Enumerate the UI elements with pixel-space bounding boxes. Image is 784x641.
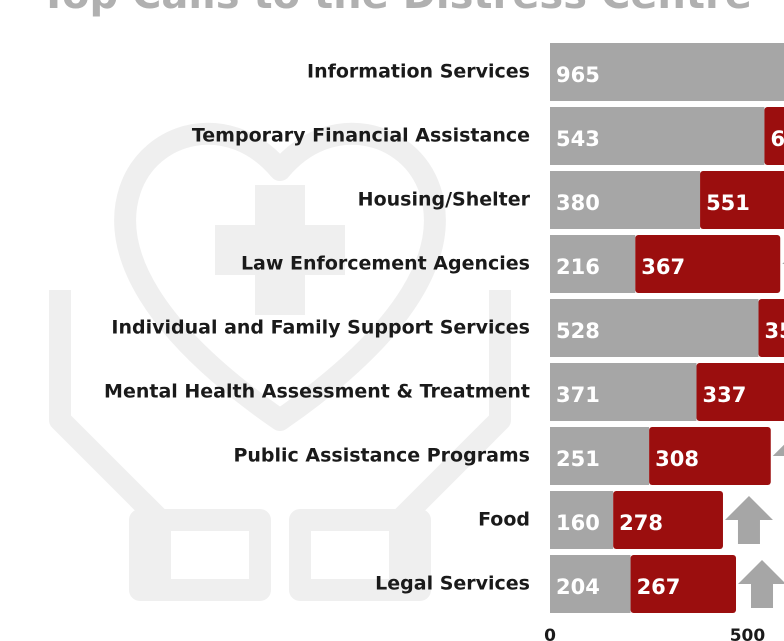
background-cross: [215, 185, 345, 315]
value-label: 551: [706, 191, 750, 215]
bar-segment: [758, 299, 784, 357]
bar-segment: [550, 107, 765, 165]
value-label: 528: [556, 319, 600, 343]
bar-segment: [613, 491, 723, 549]
category-label: Legal Services: [375, 573, 530, 595]
bar-segment: [700, 171, 784, 229]
value-label: 278: [619, 511, 663, 535]
bar-segment: [649, 427, 771, 485]
background-icon: [49, 122, 511, 601]
value-label: 337: [703, 383, 747, 407]
category-label: Information Services: [307, 61, 530, 83]
value-label: 267: [637, 575, 681, 599]
bar-segment: [635, 235, 781, 293]
bar-segment: [630, 555, 737, 613]
value-label: 308: [655, 447, 699, 471]
category-label: Mental Health Assessment & Treatment: [104, 381, 530, 403]
category-label: Housing/Shelter: [358, 189, 531, 211]
bar-segment: [696, 363, 784, 421]
value-label: 367: [641, 255, 685, 279]
value-label: 380: [556, 191, 600, 215]
x-tick-label: 0: [544, 626, 556, 641]
value-label: 350: [765, 319, 784, 343]
bar-segment: [550, 43, 784, 101]
value-label: 251: [556, 447, 600, 471]
value-label: 965: [556, 63, 600, 87]
value-label: 600: [770, 127, 784, 151]
value-label: 160: [556, 511, 600, 535]
bar-segment: [550, 555, 631, 613]
category-label: Individual and Family Support Services: [111, 317, 530, 339]
category-label: Temporary Financial Assistance: [192, 125, 530, 147]
trend-arrow: [772, 444, 784, 456]
trend-arrow: [738, 560, 784, 608]
category-label: Food: [478, 509, 530, 531]
bar-segment: [550, 427, 650, 485]
bar-segment: [550, 171, 701, 229]
value-label: 204: [556, 575, 600, 599]
x-tick-label: 500: [730, 626, 766, 641]
bar-segment: [550, 363, 697, 421]
bar-segment: [550, 491, 614, 549]
trend-arrow: [724, 496, 773, 544]
value-label: 216: [556, 255, 600, 279]
category-label: Law Enforcement Agencies: [241, 253, 530, 275]
value-label: 371: [556, 383, 600, 407]
category-label: Public Assistance Programs: [233, 445, 530, 467]
bar-segment: [764, 107, 784, 165]
bar-segment: [550, 235, 636, 293]
value-label: 543: [556, 127, 600, 151]
bar-segment: [550, 299, 759, 357]
chart-title: Top Calls to the Distress Centre: [40, 0, 752, 18]
